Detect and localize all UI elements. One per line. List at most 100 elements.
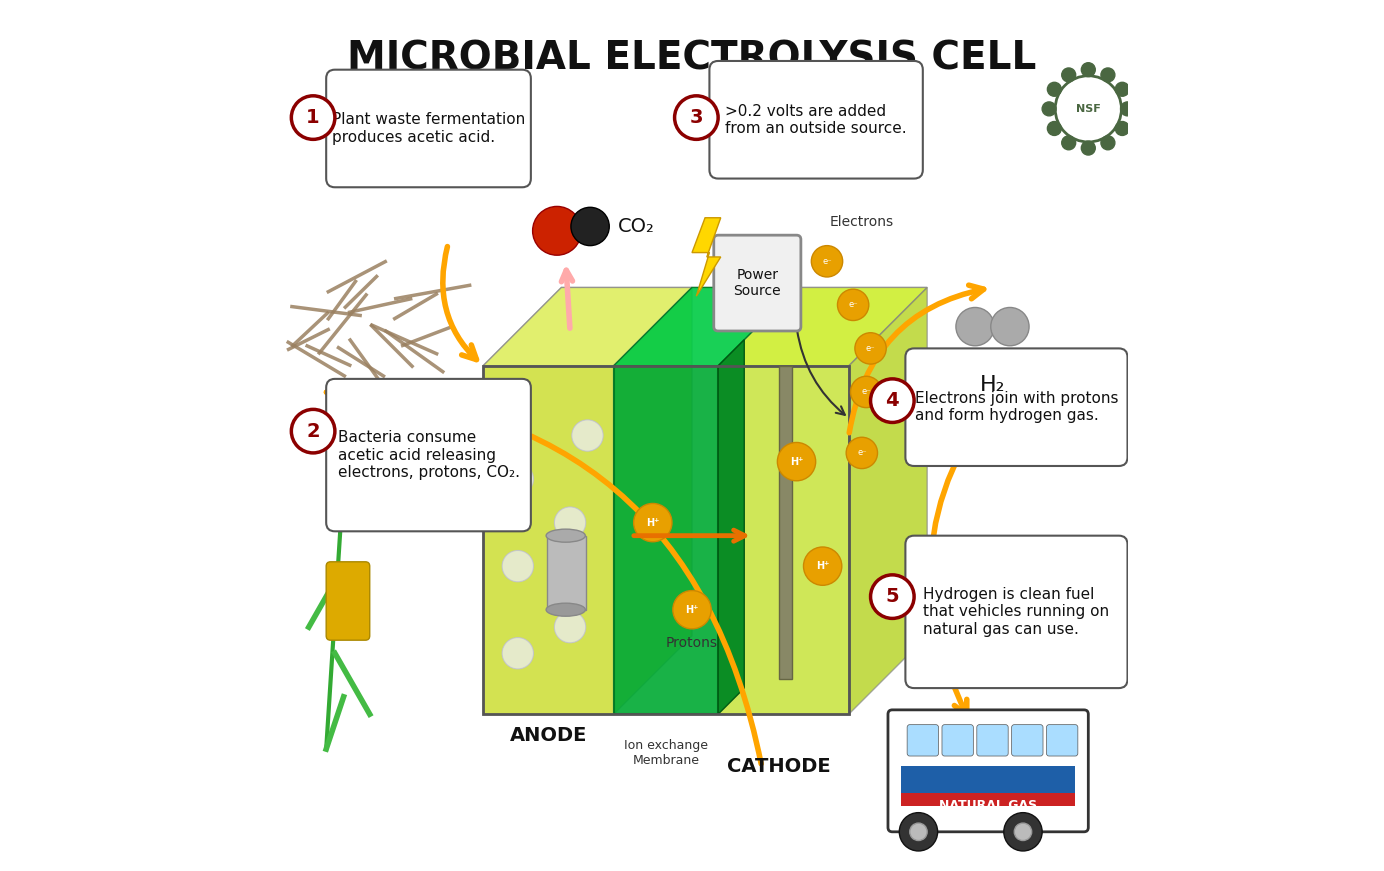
Text: MICROBIAL ELECTROLYSIS CELL: MICROBIAL ELECTROLYSIS CELL xyxy=(347,39,1037,78)
Circle shape xyxy=(855,333,886,364)
Text: e⁻: e⁻ xyxy=(857,449,866,457)
Text: Protons: Protons xyxy=(666,636,718,650)
Circle shape xyxy=(837,289,869,321)
Circle shape xyxy=(1048,82,1062,97)
Circle shape xyxy=(846,437,877,469)
Circle shape xyxy=(1062,68,1075,82)
Circle shape xyxy=(502,550,533,582)
Circle shape xyxy=(811,246,843,277)
FancyBboxPatch shape xyxy=(714,235,801,331)
FancyBboxPatch shape xyxy=(1046,725,1078,756)
Circle shape xyxy=(1116,122,1129,135)
Circle shape xyxy=(1048,122,1062,135)
Text: e⁻: e⁻ xyxy=(822,257,832,266)
Text: Hydrogen is clean fuel
that vehicles running on
natural gas can use.: Hydrogen is clean fuel that vehicles run… xyxy=(923,587,1110,637)
Polygon shape xyxy=(718,340,745,714)
Polygon shape xyxy=(718,366,848,714)
Text: 3: 3 xyxy=(689,108,703,127)
Circle shape xyxy=(1081,63,1095,77)
Circle shape xyxy=(292,409,335,453)
Text: Power
Source: Power Source xyxy=(734,268,781,298)
Text: Electrons join with protons
and form hydrogen gas.: Electrons join with protons and form hyd… xyxy=(915,391,1118,423)
Circle shape xyxy=(502,463,533,495)
Circle shape xyxy=(484,420,516,451)
Text: CATHODE: CATHODE xyxy=(727,757,830,776)
Circle shape xyxy=(555,507,585,538)
Polygon shape xyxy=(848,287,927,714)
Text: CO₂: CO₂ xyxy=(619,217,655,236)
Circle shape xyxy=(804,547,841,585)
Circle shape xyxy=(292,96,335,139)
FancyBboxPatch shape xyxy=(710,61,923,179)
Text: H⁺: H⁺ xyxy=(685,604,699,615)
Polygon shape xyxy=(901,766,1075,793)
Ellipse shape xyxy=(547,529,585,542)
FancyBboxPatch shape xyxy=(1012,725,1044,756)
Circle shape xyxy=(673,591,711,629)
Text: 2: 2 xyxy=(306,422,320,441)
Circle shape xyxy=(778,442,815,481)
FancyBboxPatch shape xyxy=(905,348,1128,466)
Polygon shape xyxy=(613,287,797,366)
Circle shape xyxy=(1055,76,1121,142)
Text: e⁻: e⁻ xyxy=(866,344,875,353)
FancyBboxPatch shape xyxy=(905,536,1128,688)
Text: 1: 1 xyxy=(306,108,320,127)
Circle shape xyxy=(555,611,585,643)
Circle shape xyxy=(1116,82,1129,97)
Text: Plant waste fermentation
produces acetic acid.: Plant waste fermentation produces acetic… xyxy=(332,112,525,145)
Text: ANODE: ANODE xyxy=(509,726,587,746)
Polygon shape xyxy=(547,536,585,610)
Circle shape xyxy=(1042,102,1056,116)
Circle shape xyxy=(572,207,609,246)
FancyBboxPatch shape xyxy=(327,562,370,640)
FancyBboxPatch shape xyxy=(907,725,938,756)
FancyBboxPatch shape xyxy=(889,710,1088,832)
Text: 5: 5 xyxy=(886,587,900,606)
Polygon shape xyxy=(692,218,721,296)
FancyBboxPatch shape xyxy=(977,725,1008,756)
Circle shape xyxy=(900,813,937,851)
FancyBboxPatch shape xyxy=(327,379,531,531)
Polygon shape xyxy=(779,366,792,679)
Text: 4: 4 xyxy=(886,391,900,410)
Circle shape xyxy=(674,96,718,139)
Polygon shape xyxy=(718,287,927,366)
Circle shape xyxy=(1062,136,1075,150)
Text: NSF: NSF xyxy=(1075,104,1100,114)
Circle shape xyxy=(1121,102,1135,116)
Circle shape xyxy=(851,376,882,408)
Circle shape xyxy=(1003,813,1042,851)
FancyBboxPatch shape xyxy=(943,725,973,756)
Circle shape xyxy=(634,503,673,542)
Circle shape xyxy=(533,206,581,255)
Text: Bacteria consume
acetic acid releasing
electrons, protons, CO₂.: Bacteria consume acetic acid releasing e… xyxy=(338,430,519,480)
Circle shape xyxy=(1081,141,1095,155)
Polygon shape xyxy=(483,366,613,714)
Text: H⁺: H⁺ xyxy=(817,561,829,571)
Polygon shape xyxy=(483,287,692,366)
FancyBboxPatch shape xyxy=(327,70,531,187)
Text: Electrons: Electrons xyxy=(830,215,894,229)
Text: e⁻: e⁻ xyxy=(861,388,871,396)
Text: Ion exchange
Membrane: Ion exchange Membrane xyxy=(624,739,707,767)
Circle shape xyxy=(871,575,913,618)
Text: NATURAL GAS: NATURAL GAS xyxy=(940,800,1037,812)
Circle shape xyxy=(502,638,533,669)
Polygon shape xyxy=(483,287,927,366)
Circle shape xyxy=(572,420,603,451)
Text: H₂: H₂ xyxy=(980,375,1005,395)
Circle shape xyxy=(1100,68,1116,82)
Text: e⁻: e⁻ xyxy=(848,300,858,309)
Text: H⁺: H⁺ xyxy=(790,456,803,467)
Text: >0.2 volts are added
from an outside source.: >0.2 volts are added from an outside sou… xyxy=(725,104,907,136)
Ellipse shape xyxy=(547,603,585,617)
Circle shape xyxy=(956,307,994,346)
Circle shape xyxy=(909,823,927,841)
Polygon shape xyxy=(901,793,1075,806)
Text: H⁺: H⁺ xyxy=(646,517,660,528)
Circle shape xyxy=(1014,823,1031,841)
Circle shape xyxy=(991,307,1030,346)
Polygon shape xyxy=(613,366,718,714)
Polygon shape xyxy=(613,287,692,714)
